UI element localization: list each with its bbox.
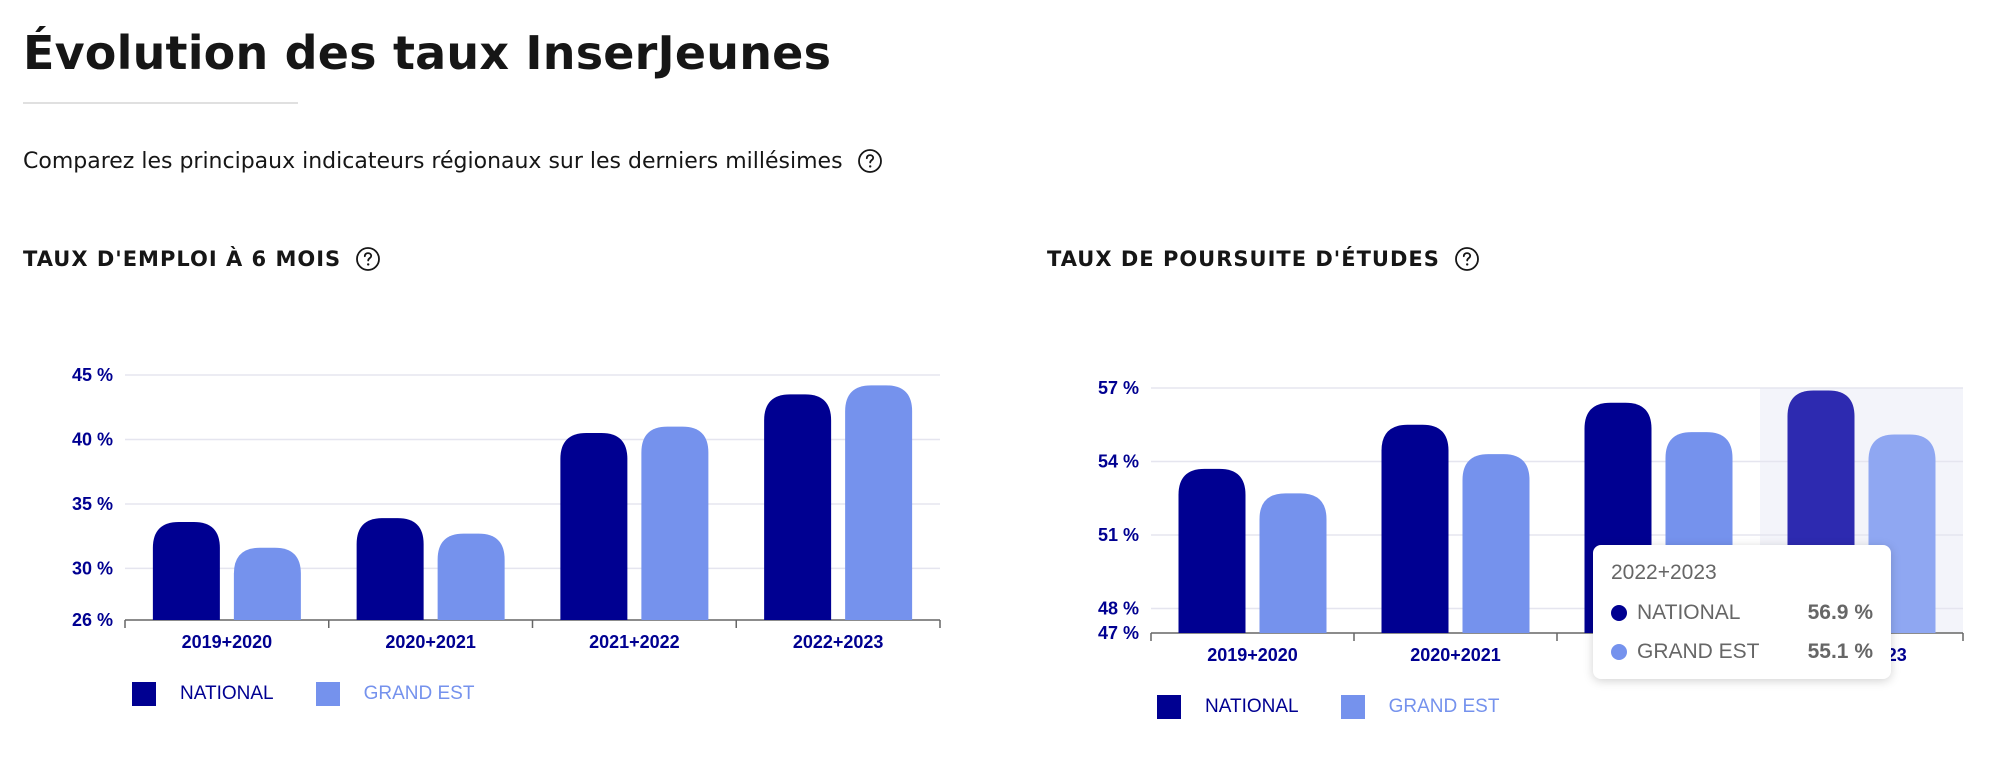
y-tick-label: 35 % [72, 494, 113, 514]
legend-item-grand-est[interactable]: GRAND EST [1340, 695, 1500, 719]
page-title: Évolution des taux InserJeunes [23, 26, 832, 80]
x-tick-label: 2020+2021 [385, 632, 476, 652]
help-icon[interactable] [355, 246, 381, 272]
y-tick-label: 48 % [1098, 599, 1139, 619]
legend-swatch-national [132, 682, 156, 706]
x-tick-label: 2021+2022 [589, 632, 680, 652]
y-tick-label: 47 % [1098, 623, 1139, 643]
title-underline [23, 102, 298, 104]
bar-national[interactable] [560, 433, 628, 620]
y-tick-label: 54 % [1098, 452, 1139, 472]
y-tick-label: 30 % [72, 558, 113, 578]
page-subtitle-text: Comparez les principaux indicateurs régi… [23, 148, 843, 174]
legend-swatch-grand-est [315, 682, 340, 706]
legend-swatch-national [1157, 695, 1181, 719]
chart-title-emploi-text: TAUX D'EMPLOI À 6 MOIS [23, 247, 342, 271]
legend-swatch-grand-est [1340, 695, 1365, 719]
chart-title-poursuite: TAUX DE POURSUITE D'ÉTUDES [1047, 246, 1480, 272]
tooltip-series-name: GRAND EST [1637, 640, 1760, 663]
x-tick-label: 2019+2020 [1207, 645, 1298, 665]
chart-title-poursuite-text: TAUX DE POURSUITE D'ÉTUDES [1047, 247, 1440, 271]
chart-tooltip: 2022+2023 NATIONAL 56.9 % GRAND EST 55.1… [1593, 545, 1891, 679]
bar-national[interactable] [1178, 468, 1246, 633]
bar-grand-est[interactable] [1259, 493, 1327, 633]
y-tick-label: 26 % [72, 610, 113, 630]
legend-item-national[interactable]: NATIONAL [1157, 695, 1299, 719]
legend-item-grand-est[interactable]: GRAND EST [315, 682, 475, 706]
legend-item-national[interactable]: NATIONAL [132, 682, 274, 706]
legend-poursuite: NATIONAL GRAND EST [1157, 695, 1541, 719]
page-subtitle: Comparez les principaux indicateurs régi… [23, 148, 883, 174]
legend-label-grand-est: GRAND EST [363, 683, 475, 704]
tooltip-row-grand-est: GRAND EST 55.1 % [1611, 640, 1873, 664]
y-tick-label: 57 % [1098, 378, 1139, 398]
bar-national[interactable] [1381, 424, 1449, 633]
tooltip-title: 2022+2023 [1611, 561, 1717, 584]
x-tick-label: 2022+2023 [793, 632, 884, 652]
bar-grand-est[interactable] [437, 533, 505, 620]
y-tick-label: 40 % [72, 429, 113, 449]
bar-grand-est[interactable] [233, 547, 301, 620]
legend-label-national: NATIONAL [1205, 696, 1299, 717]
tooltip-dot-grand-est [1611, 644, 1627, 660]
tooltip-dot-national [1611, 605, 1627, 621]
tooltip-row-national: NATIONAL 56.9 % [1611, 601, 1873, 625]
tooltip-series-name: NATIONAL [1637, 601, 1741, 624]
bar-national[interactable] [764, 394, 832, 620]
bar-national[interactable] [152, 522, 220, 620]
x-tick-label: 2019+2020 [182, 632, 273, 652]
tooltip-series-value: 55.1 % [1807, 640, 1873, 663]
tooltip-series-value: 56.9 % [1807, 601, 1873, 624]
y-tick-label: 45 % [72, 365, 113, 385]
bar-grand-est[interactable] [641, 426, 709, 620]
bar-grand-est[interactable] [1462, 454, 1530, 633]
x-tick-label: 2020+2021 [1410, 645, 1501, 665]
help-icon[interactable] [1454, 246, 1480, 272]
y-tick-label: 51 % [1098, 525, 1139, 545]
legend-label-national: NATIONAL [180, 683, 274, 704]
legend-emploi: NATIONAL GRAND EST [132, 682, 516, 706]
bar-national[interactable] [356, 518, 424, 620]
chart-title-emploi: TAUX D'EMPLOI À 6 MOIS [23, 246, 381, 272]
legend-label-grand-est: GRAND EST [1388, 696, 1500, 717]
help-icon[interactable] [857, 148, 883, 174]
bar-grand-est[interactable] [845, 385, 913, 620]
